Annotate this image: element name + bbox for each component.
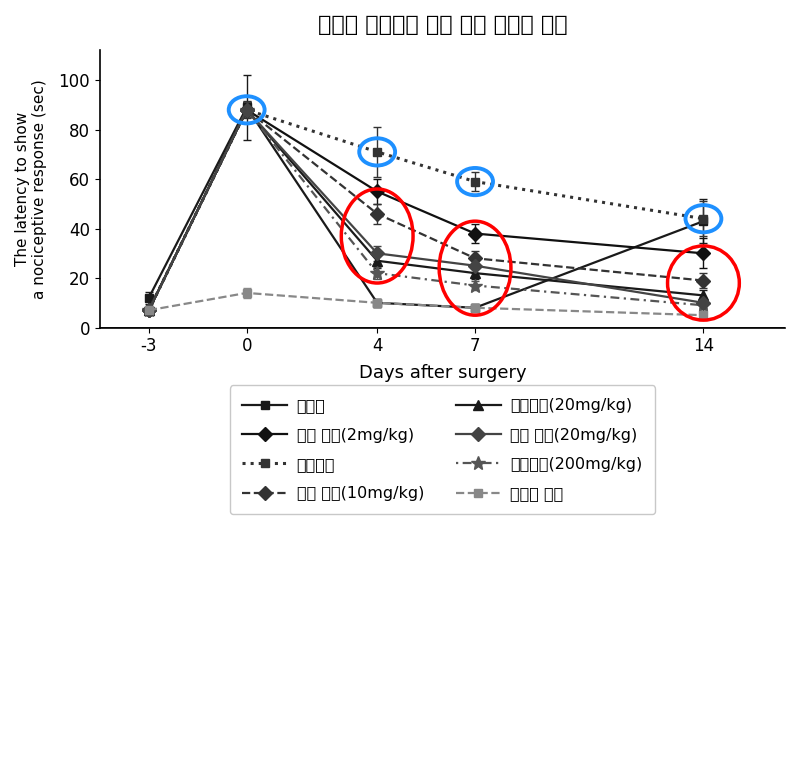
Title: 전열기 테스트를 통한 감각 민감도 평가: 전열기 테스트를 통한 감각 민감도 평가 [318,15,567,35]
Y-axis label: The latency to show
a nociceptive response (sec): The latency to show a nociceptive respon… [15,79,47,299]
X-axis label: Days after surgery: Days after surgery [358,364,526,382]
Legend: 정상쥐, 약침 투여(2mg/kg), 무처지군, 약침 투여(10mg/kg), 경구투여(20mg/kg), 약침 투여(20mg/kg), 경구투여(20: 정상쥐, 약침 투여(2mg/kg), 무처지군, 약침 투여(10mg/kg)… [230,386,655,514]
